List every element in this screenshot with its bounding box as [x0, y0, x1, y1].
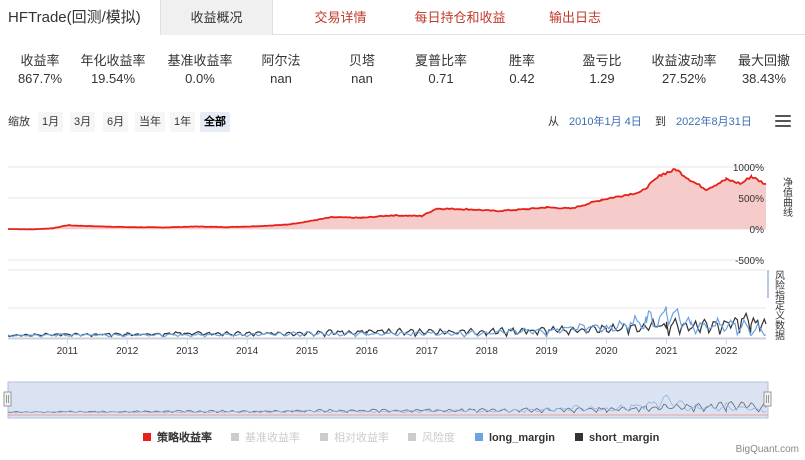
- metric-label: 最大回撤: [737, 53, 790, 68]
- chart-area: 1000% 500% 0% -500% 净值曲线 风险指定义数据 2011 201…: [3, 163, 793, 419]
- app-title: HFTrade(回测/模拟): [0, 0, 160, 35]
- navigator-long-line: [8, 394, 767, 414]
- metric-benchmark-return: 基准收益率 0.0%: [160, 52, 240, 88]
- legend-label: 风险度: [422, 432, 455, 444]
- x-tick-label: 2019: [535, 346, 558, 357]
- metric-annual-return: 年化收益率 19.54%: [73, 52, 153, 88]
- strategy-return-line[interactable]: [8, 168, 767, 231]
- metric-value: 1.29: [589, 71, 615, 86]
- zoom-all-button[interactable]: 全部: [200, 112, 230, 132]
- metric-value: 0.0%: [185, 71, 215, 86]
- metric-value: nan: [351, 71, 373, 86]
- pane-title-risk: 风险指定义数据: [773, 270, 785, 341]
- legend-benchmark-return[interactable]: 基准收益率: [231, 430, 300, 446]
- x-tick-label: 2012: [116, 346, 139, 357]
- metric-value: 867.7%: [17, 71, 63, 86]
- strategy-return-area: [8, 169, 766, 230]
- metric-profit-loss-ratio: 盈亏比 1.29: [562, 52, 642, 88]
- long-margin-line[interactable]: [7, 306, 767, 338]
- metric-label: 基准收益率: [167, 53, 233, 68]
- tab-bar: HFTrade(回测/模拟) 收益概况 交易详情 每日持仓和收益 输出日志: [0, 0, 805, 35]
- metrics-row: 收益率 867.7% 年化收益率 19.54% 基准收益率 0.0% 阿尔法 n…: [0, 52, 805, 92]
- credit-text: BigQuant.com: [735, 444, 799, 455]
- tab-return-overview[interactable]: 收益概况: [160, 0, 273, 35]
- legend-label: short_margin: [589, 432, 660, 444]
- range-navigator[interactable]: [3, 381, 772, 419]
- x-tick-label: 2011: [57, 346, 79, 357]
- x-tick-label: 2016: [356, 346, 379, 357]
- metric-value: 19.54%: [90, 71, 136, 86]
- navigator-right-handle[interactable]: [763, 391, 772, 407]
- tab-daily-positions[interactable]: 每日持仓和收益: [414, 10, 506, 25]
- range-to-label: 到: [655, 116, 666, 128]
- hamburger-menu-icon[interactable]: [775, 115, 791, 129]
- metric-sharpe-ratio: 夏普比率 0.71: [401, 52, 481, 88]
- zoom-label: 缩放: [8, 116, 30, 128]
- metric-label: 盈亏比: [582, 53, 622, 68]
- chart-toolbar: 缩放 1月 3月 6月 当年 1年 全部 从 2010年1月 4日 到 2022…: [0, 112, 805, 134]
- legend-swatch: [143, 433, 151, 442]
- y-tick-label: 0%: [750, 225, 765, 236]
- metric-label: 收益波动率: [651, 53, 717, 68]
- y-tick-label: 500%: [738, 194, 764, 205]
- zoom-1m-button[interactable]: 1月: [38, 112, 64, 132]
- metric-alpha: 阿尔法 nan: [241, 52, 321, 88]
- range-from-date[interactable]: 2010年1月 4日: [569, 116, 642, 128]
- navigator-left-handle[interactable]: [3, 391, 12, 407]
- zoom-1y-button[interactable]: 1年: [170, 112, 196, 132]
- legend-risk-degree[interactable]: 风险度: [408, 430, 455, 446]
- x-tick-label: 2021: [655, 346, 678, 357]
- tab-output-log[interactable]: 输出日志: [548, 10, 601, 25]
- metric-value: 0.42: [509, 71, 535, 86]
- metric-total-return: 收益率 867.7%: [0, 52, 80, 88]
- legend-short-margin[interactable]: short_margin: [575, 430, 659, 446]
- legend-swatch: [575, 433, 583, 442]
- metric-volatility: 收益波动率 27.52%: [644, 52, 724, 88]
- metric-max-drawdown: 最大回撤 38.43%: [724, 52, 804, 88]
- x-tick-label: 2015: [296, 346, 319, 357]
- x-axis: 2011 2012 2013 2014 2015 2016 2017 2018 2019 2020…: [8, 338, 766, 357]
- tab-trade-details[interactable]: 交易详情: [314, 10, 367, 25]
- x-tick-label: 2017: [416, 346, 439, 357]
- zoom-ytd-button[interactable]: 当年: [135, 112, 165, 132]
- y-tick-label: -500%: [735, 256, 764, 267]
- y-tick-label: 1000%: [733, 163, 764, 174]
- metric-value: 38.43%: [741, 71, 787, 86]
- risk-indicator-pane: 风险指定义数据: [7, 269, 785, 341]
- zoom-3m-button[interactable]: 3月: [70, 112, 96, 132]
- x-tick-label: 2014: [236, 346, 259, 357]
- metric-label: 收益率: [20, 53, 60, 68]
- metric-label: 夏普比率: [414, 53, 467, 68]
- metric-win-rate: 胜率 0.42: [482, 52, 562, 88]
- legend-swatch: [320, 433, 328, 442]
- net-value-pane: 1000% 500% 0% -500% 净值曲线: [8, 163, 793, 267]
- chart-legend: 策略收益率 基准收益率 相对收益率 风险度 long_margin short_…: [0, 430, 805, 446]
- legend-relative-return[interactable]: 相对收益率: [320, 430, 389, 446]
- metric-value: 27.52%: [661, 71, 707, 86]
- legend-swatch: [475, 433, 483, 442]
- metric-label: 胜率: [508, 53, 535, 68]
- legend-strategy-return[interactable]: 策略收益率: [143, 430, 212, 446]
- legend-swatch: [231, 433, 239, 442]
- legend-long-margin[interactable]: long_margin: [475, 430, 555, 446]
- x-tick-label: 2020: [595, 346, 618, 357]
- legend-label: 基准收益率: [245, 432, 300, 444]
- metric-value: 0.71: [428, 71, 454, 86]
- x-tick-label: 2018: [476, 346, 499, 357]
- x-tick-label: 2022: [715, 346, 738, 357]
- x-tick-label: 2013: [176, 346, 199, 357]
- metric-value: nan: [270, 71, 292, 86]
- metric-label: 年化收益率: [80, 53, 146, 68]
- legend-label: 策略收益率: [157, 432, 212, 444]
- legend-label: 相对收益率: [334, 432, 389, 444]
- range-to-date[interactable]: 2022年8月31日: [676, 116, 752, 128]
- range-from-label: 从: [548, 116, 559, 128]
- metric-label: 贝塔: [348, 53, 375, 68]
- metric-label: 阿尔法: [261, 53, 301, 68]
- pane-title-net-value: 净值曲线: [781, 176, 793, 217]
- legend-swatch: [408, 433, 416, 442]
- zoom-6m-button[interactable]: 6月: [103, 112, 129, 132]
- legend-label: long_margin: [489, 432, 556, 444]
- metric-beta: 贝塔 nan: [322, 52, 402, 88]
